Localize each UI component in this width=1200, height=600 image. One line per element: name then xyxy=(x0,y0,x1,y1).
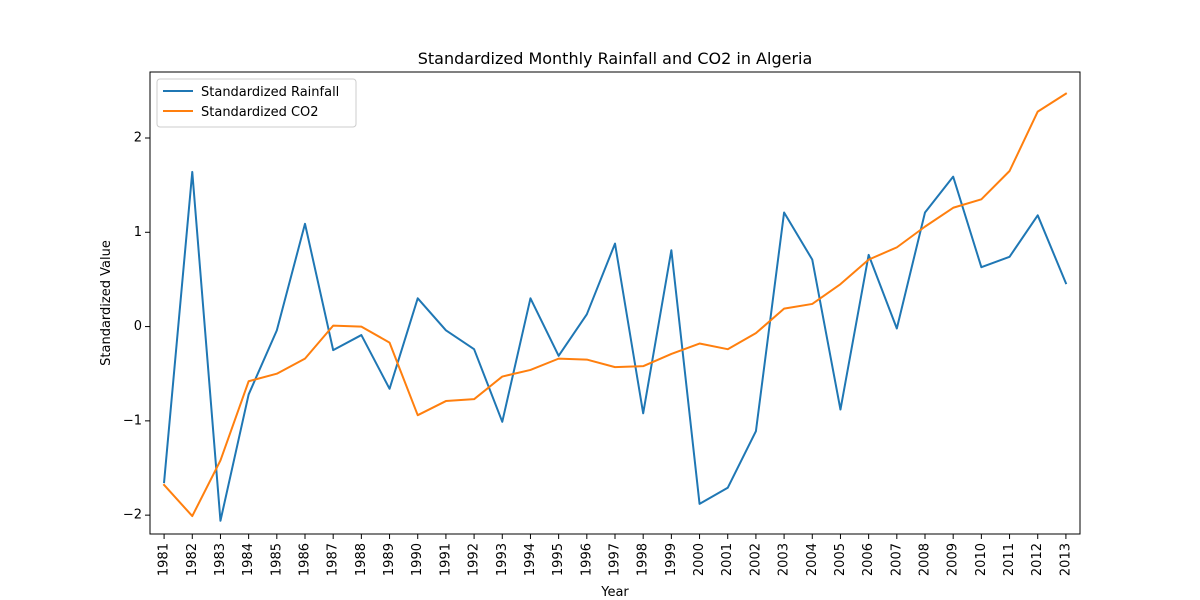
x-tick-label: 1983 xyxy=(213,543,228,576)
legend-box xyxy=(156,78,357,128)
x-tick-label: 1981 xyxy=(157,543,172,576)
x-tick-label: 2005 xyxy=(833,543,848,576)
y-axis-label: Standardized Value xyxy=(99,240,114,366)
series-line-rainfall xyxy=(163,170,1068,522)
x-tick-label: 1984 xyxy=(241,543,256,576)
x-tick-label: 2009 xyxy=(946,543,961,576)
x-tick-label: 1997 xyxy=(608,543,623,576)
plot-area-frame xyxy=(149,71,1081,535)
x-axis-label: Year xyxy=(600,585,629,600)
x-tick-label: 2000 xyxy=(692,543,707,576)
y-tick-label: 1 xyxy=(134,225,142,240)
series-layer xyxy=(162,92,1068,522)
x-axis-ticks: 1981 1982 1983 1984 1985 1986 1987 1988 1989 1990… xyxy=(157,534,1073,576)
x-tick-label: 2013 xyxy=(1058,543,1073,576)
x-tick-label: 1993 xyxy=(495,543,510,576)
x-tick-label: 1985 xyxy=(269,543,284,576)
x-tick-label: 1996 xyxy=(579,543,594,576)
x-tick-label: 2008 xyxy=(918,543,933,576)
legend: Standardized Rainfall Standardized CO2 xyxy=(156,78,357,128)
y-axis-ticks: −2 −1 0 1 2 xyxy=(123,131,150,523)
x-tick-label: 1989 xyxy=(382,543,397,576)
x-tick-label: 2011 xyxy=(1002,543,1017,576)
x-tick-label: 2004 xyxy=(805,543,820,576)
x-tick-label: 1994 xyxy=(523,543,538,576)
x-tick-label: 2012 xyxy=(1030,543,1045,576)
x-tick-label: 2010 xyxy=(974,543,989,576)
x-tick-label: 1986 xyxy=(298,543,313,576)
x-tick-label: 2007 xyxy=(889,543,904,576)
y-tick-label: −2 xyxy=(123,508,142,523)
series-line-co2 xyxy=(162,92,1068,518)
x-tick-label: 1999 xyxy=(664,543,679,576)
x-tick-label: 2006 xyxy=(861,543,876,576)
legend-label-rainfall: Standardized Rainfall xyxy=(201,85,339,100)
x-tick-label: 1998 xyxy=(636,543,651,576)
x-tick-label: 1987 xyxy=(326,543,341,576)
y-tick-label: 2 xyxy=(134,131,142,146)
legend-label-co2: Standardized CO2 xyxy=(201,105,319,120)
x-tick-label: 1995 xyxy=(551,543,566,576)
x-tick-label: 1990 xyxy=(410,543,425,576)
x-tick-label: 2003 xyxy=(777,543,792,576)
x-tick-label: 1992 xyxy=(467,543,482,576)
x-tick-label: 2001 xyxy=(720,543,735,576)
x-tick-label: 1991 xyxy=(438,543,453,576)
x-tick-label: 1988 xyxy=(354,543,369,576)
y-tick-label: −1 xyxy=(123,413,142,428)
chart-title: Standardized Monthly Rainfall and CO2 in… xyxy=(418,49,813,68)
x-tick-label: 2002 xyxy=(748,543,763,576)
y-tick-label: 0 xyxy=(134,319,142,334)
x-tick-label: 1982 xyxy=(185,543,200,576)
